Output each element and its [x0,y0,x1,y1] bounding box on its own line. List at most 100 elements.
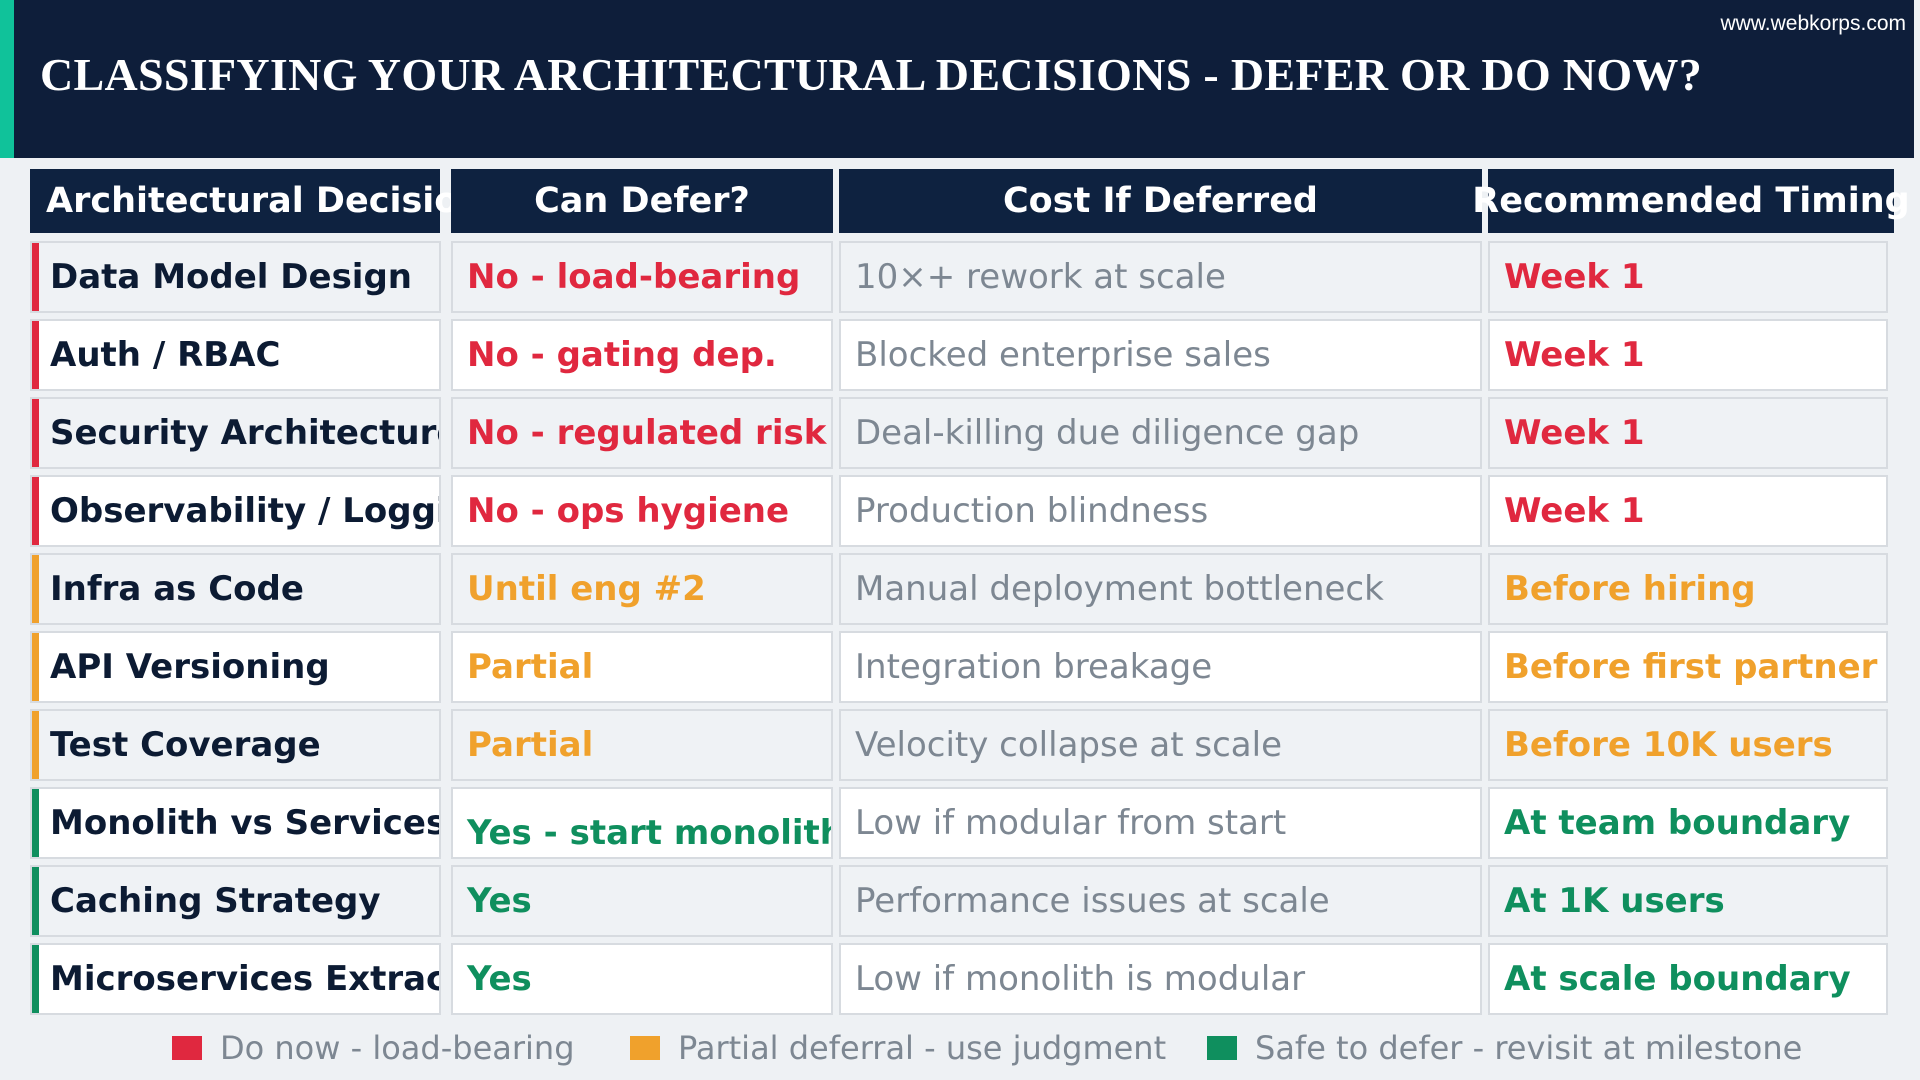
can-defer-cell-text: No - gating dep. [467,335,777,375]
column-header-cost: Cost If Deferred [839,169,1482,233]
timing-cell: Before hiring [1488,553,1888,625]
can-defer-cell: Partial [451,631,833,703]
cost-cell-text: Integration breakage [855,647,1213,687]
timing-cell: Week 1 [1488,319,1888,391]
legend-label: Do now - load-bearing [220,1029,575,1067]
timing-cell: Week 1 [1488,397,1888,469]
can-defer-cell-text: No - load-bearing [467,257,801,297]
column-header-decision: Architectural Decision [30,169,483,233]
row-level-indicator [32,867,39,935]
timing-cell: Before first partner [1488,631,1888,703]
can-defer-cell: Yes - start monolith [451,787,833,859]
decision-cell-text: Caching Strategy [50,881,381,921]
can-defer-cell-text: No - regulated risk [467,413,827,453]
legend-item-safe: Safe to defer - revisit at milestone [1207,1029,1803,1067]
decision-cell: Security Architecture [30,397,441,469]
timing-cell-text: Week 1 [1504,257,1645,297]
row-level-indicator [32,789,39,857]
can-defer-cell: Until eng #2 [451,553,833,625]
timing-cell: At 1K users [1488,865,1888,937]
can-defer-cell-text: Yes - start monolith [467,813,833,853]
cost-cell: Blocked enterprise sales [839,319,1482,391]
cost-cell: Low if modular from start [839,787,1482,859]
timing-cell: Week 1 [1488,475,1888,547]
cost-cell-text: 10×+ rework at scale [855,257,1226,297]
legend-swatch-orange [630,1036,660,1060]
legend-label: Safe to defer - revisit at milestone [1255,1029,1803,1067]
decision-cell-text: Data Model Design [50,257,412,297]
cost-cell-text: Deal-killing due diligence gap [855,413,1360,453]
row-level-indicator [32,321,39,389]
cost-cell-text: Blocked enterprise sales [855,335,1271,375]
can-defer-cell-text: Partial [467,725,594,765]
decision-cell-text: Microservices Extract. [50,959,441,999]
timing-cell-text: Week 1 [1504,491,1645,531]
cost-cell: Performance issues at scale [839,865,1482,937]
cost-cell-text: Low if monolith is modular [855,959,1306,999]
decision-cell-text: Monolith vs Services [50,803,441,843]
timing-cell-text: Week 1 [1504,413,1645,453]
column-header-can-defer: Can Defer? [451,169,833,233]
cost-cell-text: Production blindness [855,491,1209,531]
cost-cell: 10×+ rework at scale [839,241,1482,313]
page-title: CLASSIFYING YOUR ARCHITECTURAL DECISIONS… [40,49,1703,100]
decision-cell-text: Security Architecture [50,413,441,453]
can-defer-cell-text: Partial [467,647,594,687]
decision-cell: Monolith vs Services [30,787,441,859]
timing-cell: At team boundary [1488,787,1888,859]
cost-cell: Low if monolith is modular [839,943,1482,1015]
timing-cell-text: At 1K users [1504,881,1725,921]
timing-cell-text: At scale boundary [1504,959,1851,999]
timing-cell-text: Week 1 [1504,335,1645,375]
row-level-indicator [32,711,39,779]
can-defer-cell: Partial [451,709,833,781]
decision-cell-text: Infra as Code [50,569,304,609]
header-banner: www.webkorps.com CLASSIFYING YOUR ARCHIT… [0,0,1914,158]
can-defer-cell-text: Yes [467,959,532,999]
row-level-indicator [32,945,39,1013]
decision-cell: Microservices Extract. [30,943,441,1015]
header-accent-bar [0,0,14,158]
row-level-indicator [32,243,39,311]
decision-cell: Auth / RBAC [30,319,441,391]
decision-cell: Data Model Design [30,241,441,313]
row-level-indicator [32,399,39,467]
legend-item-partial: Partial deferral - use judgment [630,1029,1166,1067]
cost-cell-text: Low if modular from start [855,803,1287,843]
cost-cell-text: Manual deployment bottleneck [855,569,1384,609]
decision-cell-text: Observability / Logging [50,491,439,531]
can-defer-cell: Yes [451,943,833,1015]
cost-cell: Manual deployment bottleneck [839,553,1482,625]
can-defer-cell: No - gating dep. [451,319,833,391]
can-defer-cell-text: No - ops hygiene [467,491,790,531]
can-defer-cell: Yes [451,865,833,937]
timing-cell-text: At team boundary [1504,803,1851,843]
timing-cell: Week 1 [1488,241,1888,313]
cost-cell: Deal-killing due diligence gap [839,397,1482,469]
can-defer-cell-text: Until eng #2 [467,569,706,609]
cost-cell: Velocity collapse at scale [839,709,1482,781]
cost-cell: Integration breakage [839,631,1482,703]
site-url: www.webkorps.com [1720,12,1906,35]
can-defer-cell-text: Yes [467,881,532,921]
decision-cell: Observability / Logging [30,475,441,547]
timing-cell-text: Before first partner [1504,647,1878,687]
cost-cell-text: Performance issues at scale [855,881,1330,921]
timing-cell-text: Before hiring [1504,569,1756,609]
legend-swatch-green [1207,1036,1237,1060]
row-level-indicator [32,633,39,701]
column-header-timing: Recommended Timing [1472,169,1910,233]
decision-cell: Infra as Code [30,553,441,625]
timing-cell: At scale boundary [1488,943,1888,1015]
decision-cell-text: Test Coverage [50,725,321,765]
can-defer-cell: No - load-bearing [451,241,833,313]
cost-cell: Production blindness [839,475,1482,547]
row-level-indicator [32,477,39,545]
decision-cell-text: API Versioning [50,647,330,687]
row-level-indicator [32,555,39,623]
cost-cell-text: Velocity collapse at scale [855,725,1283,765]
legend-swatch-red [172,1036,202,1060]
decision-cell: API Versioning [30,631,441,703]
timing-cell-text: Before 10K users [1504,725,1833,765]
